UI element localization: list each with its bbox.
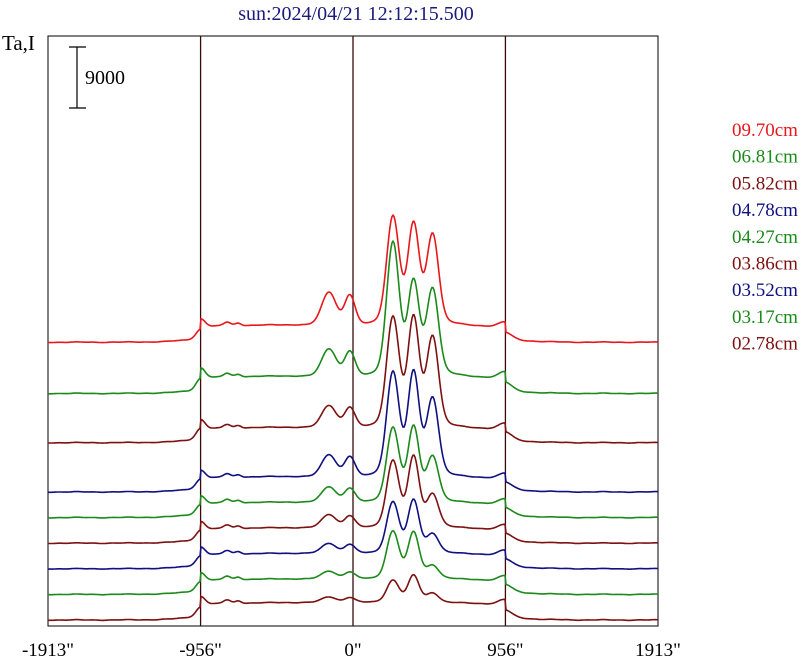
series-lines — [47, 213, 659, 622]
scale-bar-label: 9000 — [85, 67, 125, 89]
legend-entry-4: 04.27cm — [732, 227, 798, 248]
x-tick-label-1: -956" — [179, 640, 222, 661]
x-tick-label-2: 0" — [344, 640, 361, 661]
series-line-03.86cm — [47, 454, 659, 545]
chart-title: sun:2024/04/21 12:12:15.500 — [238, 3, 474, 25]
legend-entry-6: 03.52cm — [732, 280, 798, 301]
legend-entry-3: 04.78cm — [732, 200, 798, 221]
x-tick-labels: -1913" -956" 0" 956" 1913" — [22, 640, 681, 661]
x-tick-label-3: 956" — [487, 640, 523, 661]
legend: 09.70cm 06.81cm 05.82cm 04.78cm 04.27cm 03.86… — [732, 120, 798, 355]
series-line-03.52cm — [47, 498, 658, 570]
x-tick-label-4: 1913" — [635, 640, 681, 661]
legend-entry-5: 03.86cm — [732, 254, 798, 275]
legend-entry-7: 03.17cm — [732, 307, 798, 328]
legend-entry-1: 06.81cm — [732, 147, 798, 168]
legend-entry-8: 02.78cm — [732, 334, 798, 355]
series-line-06.81cm — [47, 239, 659, 395]
vertical-markers — [199, 36, 507, 626]
series-line-05.82cm — [48, 313, 658, 444]
x-tick-label-0: -1913" — [22, 640, 74, 661]
scale-bar: 9000 — [69, 46, 125, 109]
legend-entry-2: 05.82cm — [732, 173, 798, 194]
legend-entry-0: 09.70cm — [732, 120, 798, 141]
series-line-04.27cm — [47, 424, 659, 519]
series-line-04.78cm — [47, 368, 659, 494]
series-line-09.70cm — [48, 213, 659, 344]
series-line-02.78cm — [48, 574, 658, 622]
series-line-03.17cm — [48, 529, 658, 596]
y-axis-label: Ta,I — [2, 31, 35, 55]
